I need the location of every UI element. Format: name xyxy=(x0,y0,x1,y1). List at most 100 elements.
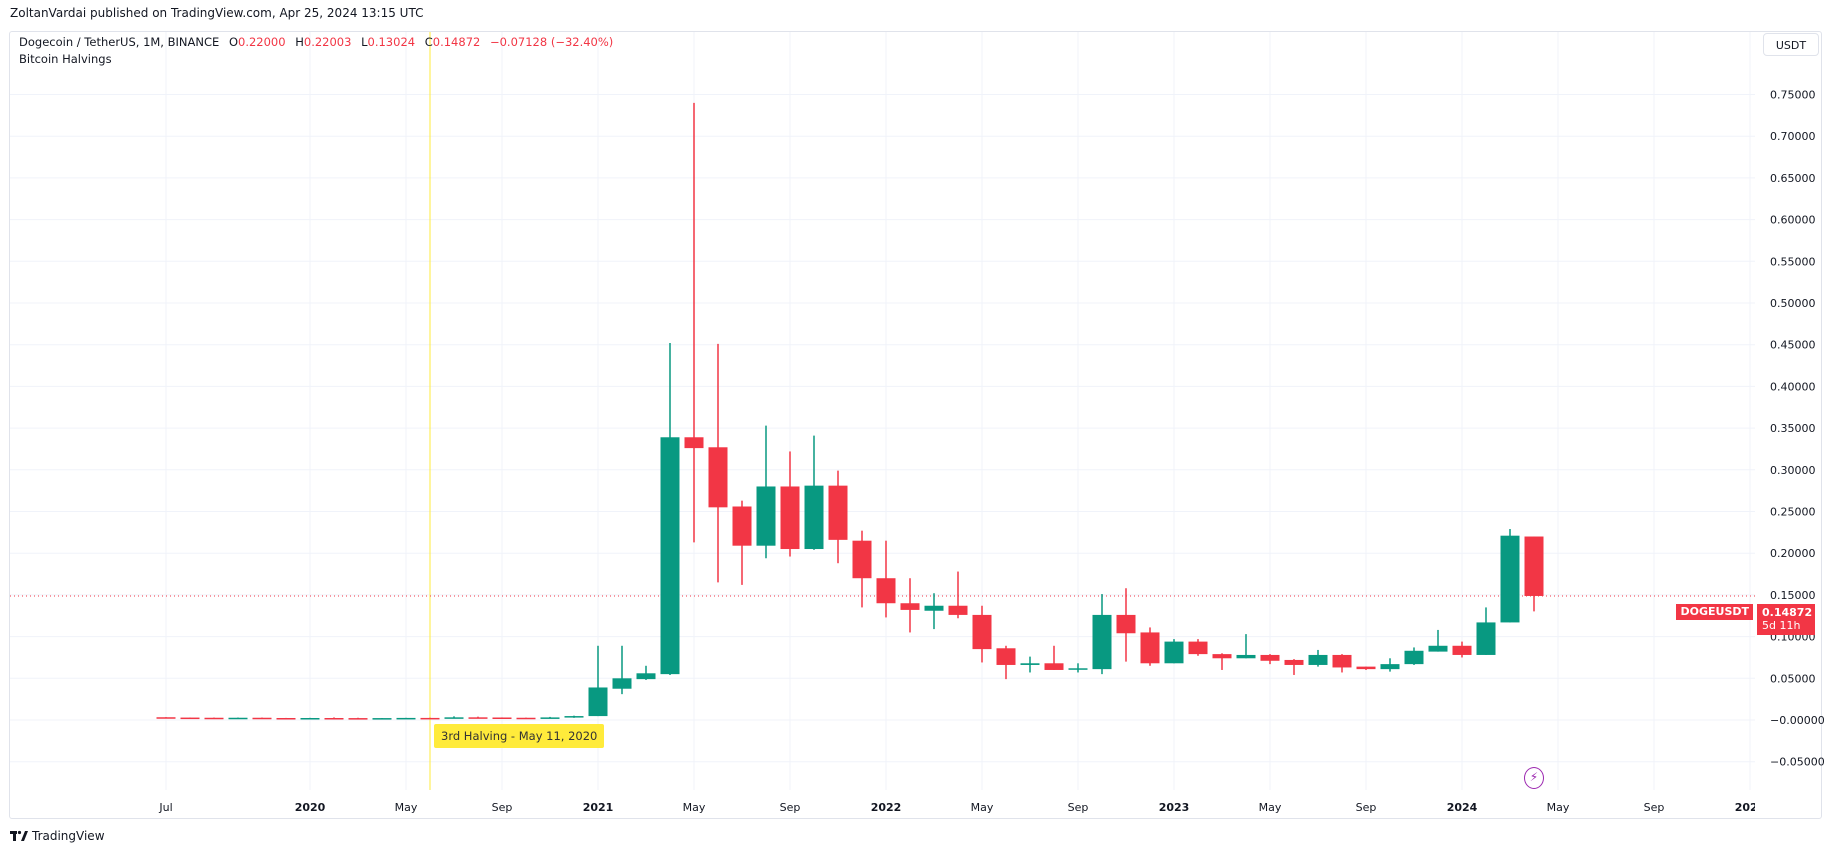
price-tick-label: 0.75000 xyxy=(1770,89,1816,102)
price-tick-label: 0.65000 xyxy=(1770,172,1816,185)
candle-body xyxy=(156,717,176,719)
candle xyxy=(1284,659,1304,675)
tradingview-logo-icon xyxy=(10,830,28,841)
candle xyxy=(660,343,680,675)
candle xyxy=(732,500,752,585)
candle-body xyxy=(276,717,296,720)
candle xyxy=(1140,627,1160,666)
currency-button[interactable]: USDT xyxy=(1763,33,1819,56)
legend: Dogecoin / TetherUS, 1M, BINANCE O0.2200… xyxy=(19,34,613,68)
candle-body xyxy=(1092,614,1112,670)
candle xyxy=(1236,634,1256,659)
candle xyxy=(228,717,248,720)
time-tick-label: Sep xyxy=(1068,801,1089,814)
candle xyxy=(804,435,824,550)
candle xyxy=(1476,607,1496,655)
price-tick-label: 0.40000 xyxy=(1770,380,1816,393)
candle-body xyxy=(1188,641,1208,655)
candle xyxy=(420,717,440,720)
candle-body xyxy=(516,717,536,720)
price-tick-label: −0.05000 xyxy=(1770,756,1825,769)
candle xyxy=(1260,654,1280,665)
time-tick-label: Sep xyxy=(1644,801,1665,814)
candle xyxy=(372,718,392,720)
candle-body xyxy=(708,447,728,508)
time-axis[interactable]: Jul 2020 May Sep 2021 May Sep 2022 May Sep 2023 May… xyxy=(158,801,1765,814)
time-tick-label: May xyxy=(395,801,418,814)
candle-body xyxy=(1380,664,1400,670)
candle xyxy=(636,665,656,680)
candle-body xyxy=(924,605,944,611)
candle-body xyxy=(636,673,656,680)
candle-body xyxy=(300,717,320,720)
candle-body xyxy=(564,716,584,718)
candle xyxy=(564,715,584,718)
candle xyxy=(252,717,272,720)
time-tick-label: 2021 xyxy=(583,801,614,814)
candle xyxy=(1020,656,1040,673)
price-tick-label: −0.00000 xyxy=(1770,714,1825,727)
candle-body xyxy=(1116,614,1136,634)
candle-body xyxy=(828,485,848,540)
candle xyxy=(516,717,536,720)
candle xyxy=(468,716,488,719)
candle-body xyxy=(780,486,800,550)
legend-open: 0.22000 xyxy=(238,35,286,49)
candle xyxy=(828,470,848,564)
footer: TradingView xyxy=(10,829,105,843)
candle-body xyxy=(348,718,368,720)
candle xyxy=(996,645,1016,680)
price-tick-label: 0.35000 xyxy=(1770,422,1816,435)
candle-body xyxy=(1476,622,1496,655)
candle xyxy=(300,717,320,720)
candle-body xyxy=(468,717,488,719)
candle-body xyxy=(1140,632,1160,664)
candle xyxy=(588,645,608,717)
candle xyxy=(180,717,200,720)
indicator-title[interactable]: Bitcoin Halvings xyxy=(19,52,112,66)
price-tick-label: 0.60000 xyxy=(1770,214,1816,227)
candle xyxy=(276,717,296,720)
footer-brand[interactable]: TradingView xyxy=(32,829,105,843)
candle-body xyxy=(1260,654,1280,661)
time-tick-label: 2025 xyxy=(1735,801,1766,814)
legend-high: 0.22003 xyxy=(303,35,352,49)
candle-body xyxy=(1236,654,1256,659)
candle-body xyxy=(1404,650,1424,665)
candle xyxy=(1188,639,1208,656)
candle-body xyxy=(324,717,344,720)
candle-body xyxy=(372,718,392,720)
price-tick-label: 0.50000 xyxy=(1770,297,1816,310)
price-tick-label: 0.30000 xyxy=(1770,464,1816,477)
time-tick-label: Jul xyxy=(158,801,172,814)
candle-body xyxy=(252,717,272,720)
candle-body xyxy=(900,603,920,610)
candle xyxy=(708,343,728,583)
time-tick-label: 2024 xyxy=(1447,801,1478,814)
time-tick-label: 2023 xyxy=(1159,801,1190,814)
candle-body xyxy=(1020,663,1040,665)
time-tick-label: 2022 xyxy=(871,801,902,814)
price-tick-label: 0.05000 xyxy=(1770,672,1816,685)
candle xyxy=(612,645,632,695)
candle xyxy=(1428,629,1448,652)
candle-body xyxy=(420,717,440,720)
lightning-icon[interactable]: ⚡︎ xyxy=(1524,767,1544,789)
bar-countdown: 5d 11h xyxy=(1762,619,1801,632)
candle xyxy=(780,451,800,557)
candle xyxy=(396,717,416,720)
candle-body xyxy=(852,540,872,579)
candle-body xyxy=(948,605,968,615)
candle xyxy=(540,716,560,719)
candle xyxy=(1308,649,1328,667)
candle-body xyxy=(972,614,992,650)
candle-body xyxy=(1356,666,1376,670)
candle xyxy=(492,717,512,719)
candle-body xyxy=(396,717,416,720)
price-axis[interactable]: 0.75000 0.70000 0.65000 0.60000 0.55000 0.500… xyxy=(1770,89,1825,769)
candle-body xyxy=(1308,654,1328,665)
candle-body xyxy=(1068,668,1088,670)
candle-body xyxy=(1332,654,1352,668)
legend-symbol[interactable]: Dogecoin / TetherUS, 1M, BINANCE xyxy=(19,35,220,49)
